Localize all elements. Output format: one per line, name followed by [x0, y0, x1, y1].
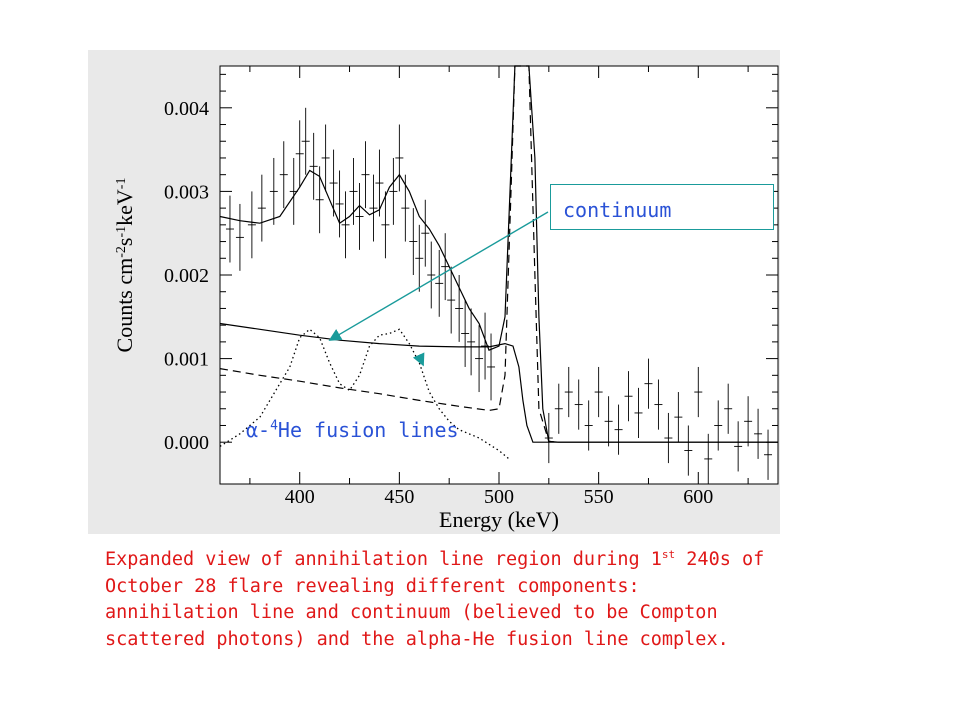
- data-points: [225, 107, 773, 484]
- caption-line-1: Expanded view of annihilation line regio…: [105, 542, 865, 574]
- annotation-arrow: [412, 352, 425, 367]
- y-tick-label: 0.001: [164, 349, 209, 371]
- caption-line-1-post: 240s of: [675, 549, 765, 571]
- axis-ticks: 400 450 500 550 600 0.000 0.001 0.002 0.003 0.004: [164, 66, 778, 508]
- caption-line-2: October 28 flare revealing different com…: [105, 575, 640, 597]
- caption-line-1-sup: st: [661, 548, 676, 561]
- annotation-arrow: [328, 211, 549, 341]
- x-tick-label: 450: [384, 486, 414, 508]
- y-axis-label: Counts cm-2s-1keV-1: [112, 178, 137, 353]
- x-tick-label: 550: [584, 486, 614, 508]
- x-tick-label: 500: [484, 486, 514, 508]
- y-tick-label: 0.004: [164, 98, 209, 120]
- x-tick-label: 400: [285, 486, 315, 508]
- fusion-sup: 4: [270, 418, 278, 434]
- continuum-label: continuum: [563, 198, 672, 222]
- fusion-prefix: α-: [246, 418, 271, 442]
- series-layer: [219, 65, 778, 460]
- y-tick-label: 0.003: [164, 181, 209, 203]
- plot-area: [219, 65, 779, 485]
- figure-caption: Expanded view of annihilation line regio…: [105, 542, 865, 653]
- y-tick-label: 0.000: [164, 432, 209, 454]
- x-axis-label: Energy (keV): [439, 507, 559, 532]
- y-tick-label: 0.002: [164, 265, 209, 287]
- continuum-label-box: [550, 184, 774, 230]
- fusion-lines-label: α-4He fusion lines: [246, 418, 459, 442]
- series-solid-1: [219, 322, 778, 443]
- caption-line-4: scattered photons) and the alpha-He fusi…: [105, 628, 729, 650]
- fusion-text: He fusion lines: [277, 418, 459, 442]
- caption-line-3: annihilation line and continuum (believe…: [105, 602, 718, 624]
- caption-line-1-text: Expanded view of annihilation line regio…: [105, 549, 662, 571]
- annotation-arrows: [328, 211, 549, 367]
- x-tick-label: 600: [683, 486, 713, 508]
- series-dashed-2: [219, 65, 559, 443]
